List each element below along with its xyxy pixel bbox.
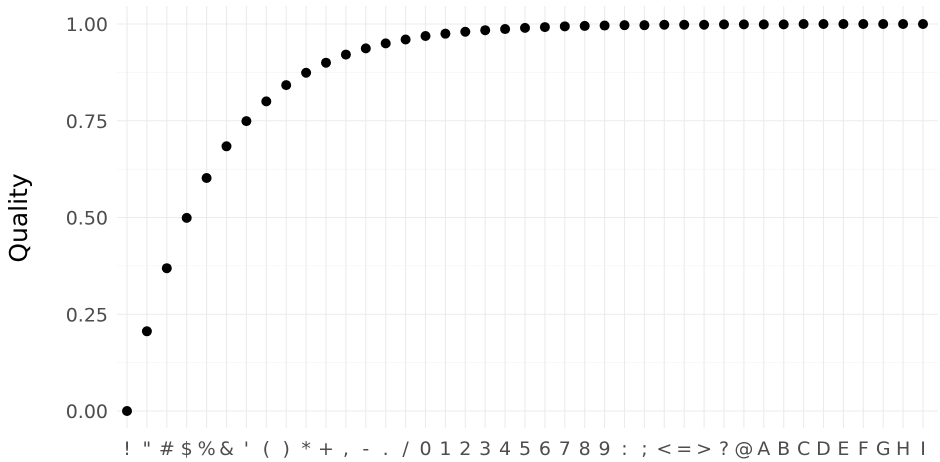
data-point xyxy=(400,34,411,45)
x-tick-label: G xyxy=(876,438,891,460)
data-point xyxy=(898,19,909,29)
y-axis-title: Quality xyxy=(4,173,33,263)
data-point xyxy=(281,80,292,91)
x-tick-label: ! xyxy=(123,438,131,460)
x-tick-label: : xyxy=(621,438,627,460)
y-tick-label: 0.00 xyxy=(66,401,108,423)
x-tick-label: D xyxy=(816,438,831,460)
data-point xyxy=(818,19,829,29)
x-tick-label: C xyxy=(797,438,810,460)
data-point xyxy=(619,20,630,31)
data-point xyxy=(639,20,650,31)
x-tick-label: 2 xyxy=(459,438,471,460)
data-point xyxy=(778,19,789,30)
x-tick-label: 7 xyxy=(559,438,571,460)
x-tick-label: $ xyxy=(181,438,193,460)
y-tick-label: 1.00 xyxy=(66,14,108,36)
data-point xyxy=(301,67,312,78)
data-point xyxy=(241,116,252,127)
y-axis-tick-labels: 0.00 0.25 0.50 0.75 1.00 xyxy=(66,14,108,423)
x-tick-label: , xyxy=(343,438,349,460)
x-tick-label: B xyxy=(777,438,790,460)
x-tick-label: H xyxy=(896,438,910,460)
x-tick-label: 5 xyxy=(519,438,531,460)
data-point xyxy=(579,20,590,31)
data-point xyxy=(918,19,928,29)
data-point xyxy=(520,22,530,33)
data-point xyxy=(699,19,710,30)
x-tick-label: < xyxy=(656,438,672,460)
data-point xyxy=(122,406,132,416)
data-point xyxy=(838,19,849,29)
x-tick-label: ) xyxy=(282,438,289,460)
data-point xyxy=(679,19,690,30)
data-points xyxy=(122,19,928,416)
x-tick-label: I xyxy=(920,438,926,460)
data-point xyxy=(261,96,272,107)
x-tick-label: + xyxy=(318,438,334,460)
x-tick-label: 0 xyxy=(419,438,431,460)
x-tick-label: = xyxy=(676,438,692,460)
data-point xyxy=(161,263,172,274)
data-point xyxy=(719,19,729,30)
data-point xyxy=(659,19,670,30)
x-tick-label: 8 xyxy=(579,438,591,460)
x-tick-label: ( xyxy=(263,438,270,460)
x-tick-label: 9 xyxy=(599,438,611,460)
grid-layer xyxy=(117,6,938,428)
x-tick-label: 1 xyxy=(439,438,451,460)
data-point xyxy=(380,38,391,49)
x-tick-label: F xyxy=(858,438,869,460)
data-point xyxy=(758,19,769,30)
x-tick-label: @ xyxy=(734,438,753,460)
x-tick-label: / xyxy=(402,438,409,460)
data-point xyxy=(738,19,749,30)
y-tick-label: 0.25 xyxy=(66,304,108,326)
data-point xyxy=(559,21,570,32)
data-point xyxy=(321,57,331,68)
data-point xyxy=(141,326,152,337)
data-point xyxy=(360,43,371,54)
x-tick-label: 4 xyxy=(499,438,511,460)
data-point xyxy=(221,141,232,152)
data-point xyxy=(480,25,491,36)
data-point xyxy=(440,28,451,39)
x-tick-label: 3 xyxy=(479,438,491,460)
y-tick-label: 0.75 xyxy=(66,111,108,133)
x-tick-label: > xyxy=(696,438,712,460)
data-point xyxy=(340,49,351,60)
data-point xyxy=(798,19,809,29)
x-tick-label: ' xyxy=(244,438,249,460)
data-point xyxy=(460,26,471,37)
data-point xyxy=(420,30,431,41)
data-point xyxy=(539,22,550,33)
y-tick-label: 0.50 xyxy=(66,208,108,230)
x-tick-label: - xyxy=(362,438,369,460)
x-tick-label: % xyxy=(198,438,216,460)
x-tick-label: 6 xyxy=(539,438,551,460)
data-point xyxy=(878,19,889,29)
x-tick-label: & xyxy=(219,438,234,460)
x-tick-label: # xyxy=(159,438,175,460)
x-tick-label: A xyxy=(757,438,770,460)
data-point xyxy=(858,19,869,29)
x-tick-label: ? xyxy=(719,438,729,460)
x-tick-label: * xyxy=(301,438,311,460)
x-tick-label: . xyxy=(383,438,389,460)
data-point xyxy=(599,20,610,31)
data-point xyxy=(181,212,192,223)
x-tick-label: " xyxy=(143,438,152,460)
x-tick-label: E xyxy=(837,438,849,460)
data-point xyxy=(500,24,511,35)
x-axis-tick-labels: ! " # $% & ' () * +, -. / 0 1 2 3 4 5 6 7 8 9:; < = >? @ A B C D E F G H… xyxy=(123,438,926,460)
data-point xyxy=(201,173,212,184)
x-tick-label: ; xyxy=(641,438,647,460)
